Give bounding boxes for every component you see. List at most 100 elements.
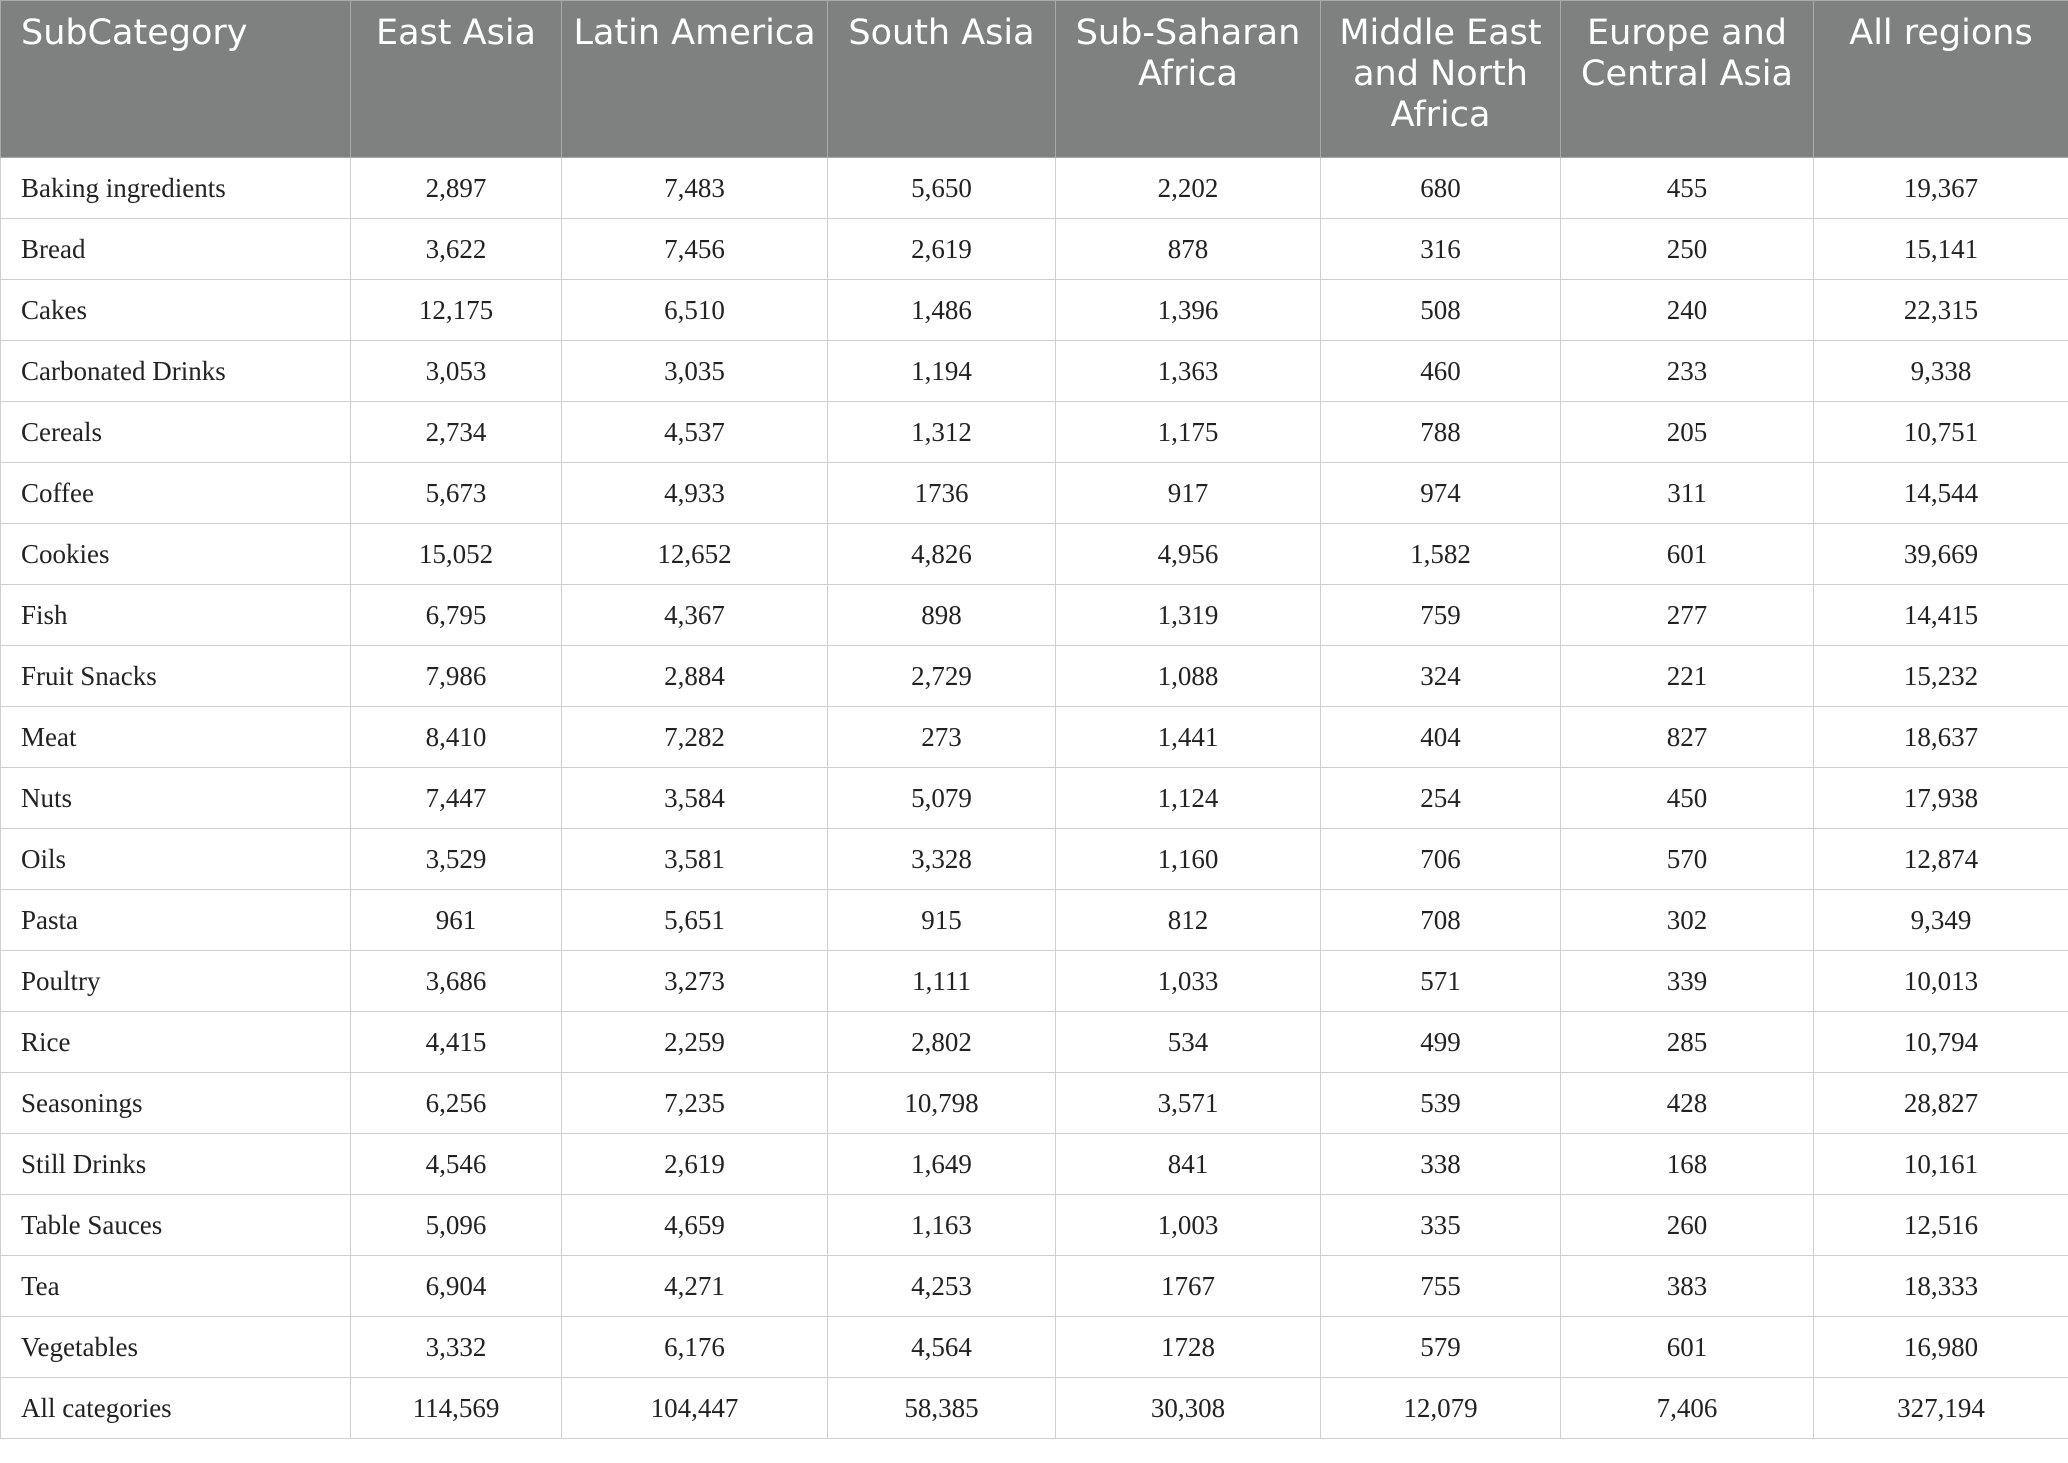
data-cell: 7,406: [1560, 1377, 1814, 1439]
data-cell: 3,584: [561, 767, 828, 829]
data-cell: 4,415: [350, 1011, 562, 1073]
data-cell: 311: [1560, 462, 1814, 524]
data-cell: 335: [1320, 1194, 1561, 1256]
data-cell: 1,363: [1055, 340, 1321, 402]
table-row: Fruit Snacks 7,986 2,884 2,729 1,088 324 221 15…: [0, 645, 2068, 707]
data-cell: 1,649: [827, 1133, 1056, 1195]
data-cell: 3,581: [561, 828, 828, 890]
data-cell: 755: [1320, 1255, 1561, 1317]
row-label: Cakes: [0, 279, 351, 341]
data-cell: 570: [1560, 828, 1814, 890]
table-row: Cakes 12,175 6,510 1,486 1,396 508 240 22,315: [0, 279, 2068, 341]
table-row: Poultry 3,686 3,273 1,111 1,033 571 339 10,013: [0, 950, 2068, 1012]
table-row: Bread 3,622 7,456 2,619 878 316 250 15,141: [0, 218, 2068, 280]
data-cell: 10,794: [1813, 1011, 2068, 1073]
header-cell: SubCategory: [0, 0, 351, 158]
data-cell: 1,111: [827, 950, 1056, 1012]
row-label: Oils: [0, 828, 351, 890]
data-cell: 7,282: [561, 706, 828, 768]
row-label: Carbonated Drinks: [0, 340, 351, 402]
data-cell: 221: [1560, 645, 1814, 707]
data-cell: 10,798: [827, 1072, 1056, 1134]
data-cell: 277: [1560, 584, 1814, 646]
data-cell: 273: [827, 706, 1056, 768]
data-cell: 15,052: [350, 523, 562, 585]
data-cell: 1,163: [827, 1194, 1056, 1256]
table-row: Meat 8,410 7,282 273 1,441 404 827 18,637: [0, 706, 2068, 768]
data-cell: 168: [1560, 1133, 1814, 1195]
data-cell: 827: [1560, 706, 1814, 768]
data-cell: 708: [1320, 889, 1561, 951]
data-cell: 898: [827, 584, 1056, 646]
data-cell: 1,124: [1055, 767, 1321, 829]
data-cell: 450: [1560, 767, 1814, 829]
data-cell: 2,734: [350, 401, 562, 463]
data-cell: 1,486: [827, 279, 1056, 341]
data-cell: 4,956: [1055, 523, 1321, 585]
data-cell: 4,564: [827, 1316, 1056, 1378]
data-cell: 9,338: [1813, 340, 2068, 402]
data-cell: 15,141: [1813, 218, 2068, 280]
data-cell: 30,308: [1055, 1377, 1321, 1439]
row-label: Bread: [0, 218, 351, 280]
data-cell: 12,874: [1813, 828, 2068, 890]
table-row: Fish 6,795 4,367 898 1,319 759 277 14,415: [0, 584, 2068, 646]
data-cell: 339: [1560, 950, 1814, 1012]
data-cell: 22,315: [1813, 279, 2068, 341]
data-cell: 1,194: [827, 340, 1056, 402]
data-cell: 254: [1320, 767, 1561, 829]
data-cell: 28,827: [1813, 1072, 2068, 1134]
data-cell: 6,176: [561, 1316, 828, 1378]
data-cell: 4,367: [561, 584, 828, 646]
data-cell: 18,637: [1813, 706, 2068, 768]
data-cell: 812: [1055, 889, 1321, 951]
data-cell: 3,328: [827, 828, 1056, 890]
data-cell: 3,686: [350, 950, 562, 1012]
data-cell: 499: [1320, 1011, 1561, 1073]
data-cell: 3,035: [561, 340, 828, 402]
table-row: Nuts 7,447 3,584 5,079 1,124 254 450 17,938: [0, 767, 2068, 829]
data-cell: 3,622: [350, 218, 562, 280]
row-label: All categories: [0, 1377, 351, 1439]
table-row: Still Drinks 4,546 2,619 1,649 841 338 168 10,1…: [0, 1133, 2068, 1195]
data-cell: 7,456: [561, 218, 828, 280]
row-label: Rice: [0, 1011, 351, 1073]
data-cell: 579: [1320, 1316, 1561, 1378]
data-cell: 878: [1055, 218, 1321, 280]
data-cell: 1,003: [1055, 1194, 1321, 1256]
data-cell: 1,175: [1055, 401, 1321, 463]
data-cell: 6,510: [561, 279, 828, 341]
header-cell: Europe and Central Asia: [1560, 0, 1814, 158]
table-row: Tea 6,904 4,271 4,253 1767 755 383 18,333: [0, 1255, 2068, 1317]
data-cell: 3,571: [1055, 1072, 1321, 1134]
data-cell: 5,079: [827, 767, 1056, 829]
data-cell: 4,253: [827, 1255, 1056, 1317]
data-cell: 14,544: [1813, 462, 2068, 524]
data-cell: 4,659: [561, 1194, 828, 1256]
table-row: Pasta 961 5,651 915 812 708 302 9,349: [0, 889, 2068, 951]
data-cell: 240: [1560, 279, 1814, 341]
data-cell: 6,256: [350, 1072, 562, 1134]
data-cell: 7,235: [561, 1072, 828, 1134]
data-cell: 7,447: [350, 767, 562, 829]
data-cell: 841: [1055, 1133, 1321, 1195]
data-cell: 915: [827, 889, 1056, 951]
data-cell: 3,273: [561, 950, 828, 1012]
data-cell: 428: [1560, 1072, 1814, 1134]
data-cell: 6,904: [350, 1255, 562, 1317]
table-body: Baking ingredients 2,897 7,483 5,650 2,202 68…: [0, 157, 2068, 1439]
data-cell: 2,729: [827, 645, 1056, 707]
data-cell: 1,033: [1055, 950, 1321, 1012]
data-cell: 5,650: [827, 157, 1056, 219]
row-label: Still Drinks: [0, 1133, 351, 1195]
data-cell: 14,415: [1813, 584, 2068, 646]
data-cell: 1767: [1055, 1255, 1321, 1317]
data-cell: 10,161: [1813, 1133, 2068, 1195]
data-cell: 1,441: [1055, 706, 1321, 768]
data-cell: 3,332: [350, 1316, 562, 1378]
data-cell: 6,795: [350, 584, 562, 646]
data-cell: 4,826: [827, 523, 1056, 585]
header-cell: South Asia: [827, 0, 1056, 158]
header-row: SubCategory East Asia Latin America South A…: [0, 0, 2068, 158]
